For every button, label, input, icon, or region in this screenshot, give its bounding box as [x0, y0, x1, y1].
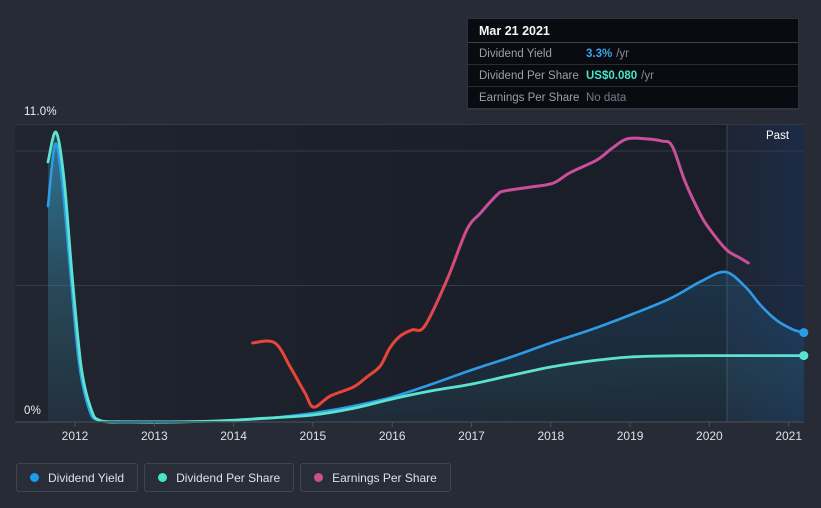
x-axis-label-2015: 2015 [299, 429, 327, 443]
dividend-yield-end-dot [799, 328, 809, 338]
y-axis-zero-label: 0% [24, 405, 42, 417]
chart-tooltip: Mar 21 2021 Dividend Yield 3.3% /yr Divi… [467, 18, 799, 110]
y-axis-max-label: 11.0% [24, 106, 57, 118]
dividend-per-share-dot-icon [158, 473, 168, 482]
tooltip-value-suffix: /yr [641, 69, 654, 82]
x-axis-label-2012: 2012 [61, 429, 89, 443]
x-axis-label-2021: 2021 [775, 429, 803, 443]
dividend-yield-dot-icon [30, 473, 39, 482]
x-axis-label-2020: 2020 [696, 429, 723, 443]
legend-chip-dividend-per-share[interactable]: Dividend Per Share [144, 463, 295, 492]
tooltip-value: 3.3% [586, 47, 613, 60]
dividend-per-share-area [48, 131, 804, 423]
tooltip-row-earnings-per-share: Earnings Per Share No data [468, 87, 798, 109]
tooltip-label: Dividend Yield [479, 47, 552, 60]
x-axis-ticks [74, 422, 790, 427]
x-axis-label-2018: 2018 [537, 429, 565, 443]
past-region-label: Past [766, 130, 790, 142]
tooltip-row-dividend-yield: Dividend Yield 3.3% /yr [468, 43, 798, 65]
x-axis-label-2017: 2017 [458, 429, 485, 443]
chart-legend: Dividend Yield Dividend Per Share Earnin… [16, 463, 451, 492]
x-axis-label-2014: 2014 [220, 429, 247, 443]
tooltip-value: No data [586, 91, 627, 104]
tooltip-label: Dividend Per Share [479, 69, 579, 82]
dividend-yield-area [48, 143, 804, 423]
tooltip-row-dividend-per-share: Dividend Per Share US$0.080 /yr [468, 65, 798, 87]
x-axis-label-2013: 2013 [140, 429, 168, 443]
x-axis-label-2019: 2019 [616, 429, 644, 443]
legend-label: Earnings Per Share [332, 470, 437, 485]
tooltip-value-suffix: /yr [616, 47, 629, 60]
legend-label: Dividend Yield [48, 470, 125, 485]
dividend-yield-line [46, 142, 806, 423]
earnings-per-share-line [251, 136, 750, 409]
tooltip-date: Mar 21 2021 [468, 19, 798, 43]
dividend-per-share-end-dot [799, 351, 809, 361]
legend-chip-dividend-yield[interactable]: Dividend Yield [16, 463, 139, 492]
x-axis-label-2016: 2016 [378, 429, 406, 443]
earnings-per-share-dot-icon [314, 473, 324, 482]
legend-label: Dividend Per Share [176, 470, 281, 485]
plot-canvas[interactable] [0, 0, 821, 455]
dividend-per-share-line [46, 130, 806, 424]
tooltip-value: US$0.080 [586, 69, 638, 82]
legend-chip-earnings-per-share[interactable]: Earnings Per Share [300, 463, 451, 492]
tooltip-label: Earnings Per Share [479, 91, 580, 104]
